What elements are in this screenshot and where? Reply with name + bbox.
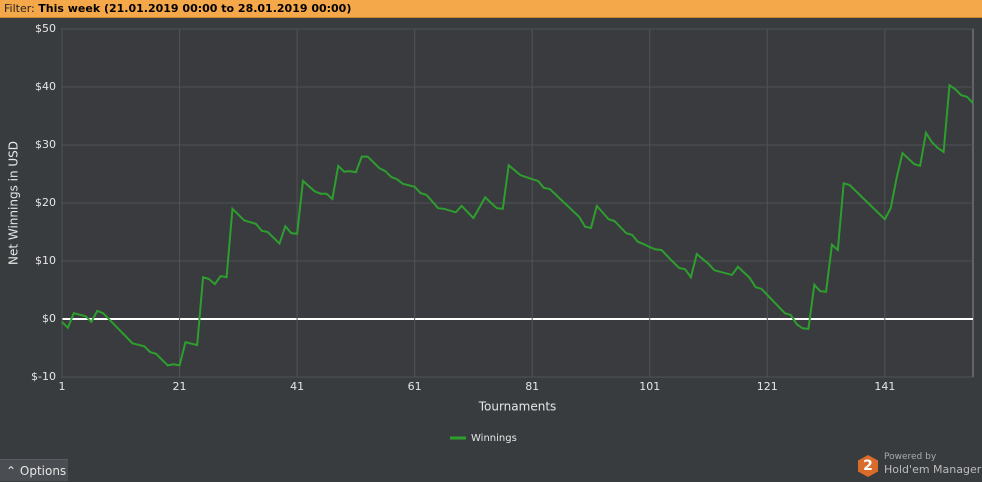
y-tick-label: $20 (35, 196, 56, 209)
x-axis-label: Tournaments (478, 400, 557, 414)
x-tick-label: 21 (173, 380, 187, 393)
y-tick-label: $40 (35, 80, 56, 93)
logo: 2 Powered by Hold'em Manager (856, 452, 982, 481)
chart: $-10$0$10$20$30$40$501 21 41 61 81 101 121 141T… (7, 22, 974, 444)
logo-name: Hold'em Manager (884, 463, 982, 476)
options-button[interactable]: ⌃ Options (0, 459, 68, 481)
x-tick-label: 61 (408, 380, 422, 393)
y-tick-label: $10 (35, 254, 56, 267)
logo-badge: 2 (858, 455, 878, 477)
options-label: Options (19, 464, 67, 478)
x-tick-label: 121 (757, 380, 778, 393)
y-axis-label: Net Winnings in USD (7, 141, 21, 265)
line-series (61, 83, 974, 367)
legend-label: Winnings (471, 433, 517, 444)
x-tick-label: 41 (290, 380, 304, 393)
y-tick-label: $-10 (31, 370, 56, 383)
x-tick-label: 141 (874, 380, 895, 393)
filter-bar[interactable]: Filter: This week (21.01.2019 00:00 to 2… (0, 0, 982, 18)
filter-label: Filter: (4, 2, 35, 15)
logo-powered: Powered by (884, 452, 937, 462)
y-tick-label: $30 (35, 138, 56, 151)
x-tick-label: 81 (525, 380, 539, 393)
x-tick-label: 101 (639, 380, 660, 393)
x-tick-label: 1 (59, 380, 66, 393)
y-tick-label: $0 (42, 312, 56, 325)
filter-value: This week (21.01.2019 00:00 to 28.01.201… (38, 2, 352, 15)
y-tick-label: $50 (35, 22, 56, 35)
